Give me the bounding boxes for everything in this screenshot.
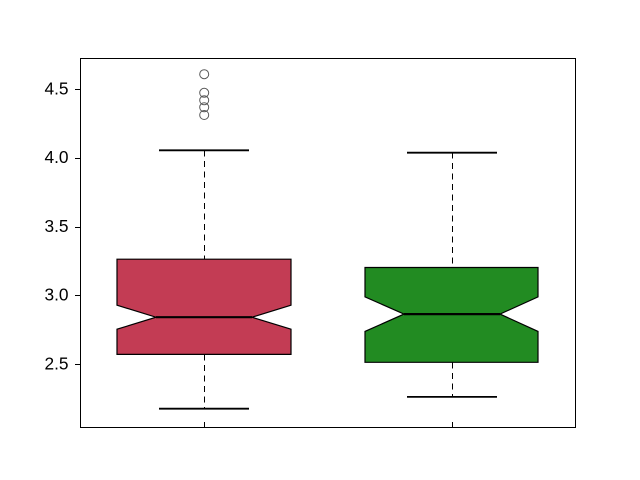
- svg-text:2.5: 2.5: [44, 353, 68, 373]
- svg-text:3.0: 3.0: [44, 285, 68, 305]
- svg-text:3.5: 3.5: [44, 216, 68, 236]
- svg-text:4.5: 4.5: [44, 78, 68, 98]
- svg-text:4.0: 4.0: [44, 147, 68, 167]
